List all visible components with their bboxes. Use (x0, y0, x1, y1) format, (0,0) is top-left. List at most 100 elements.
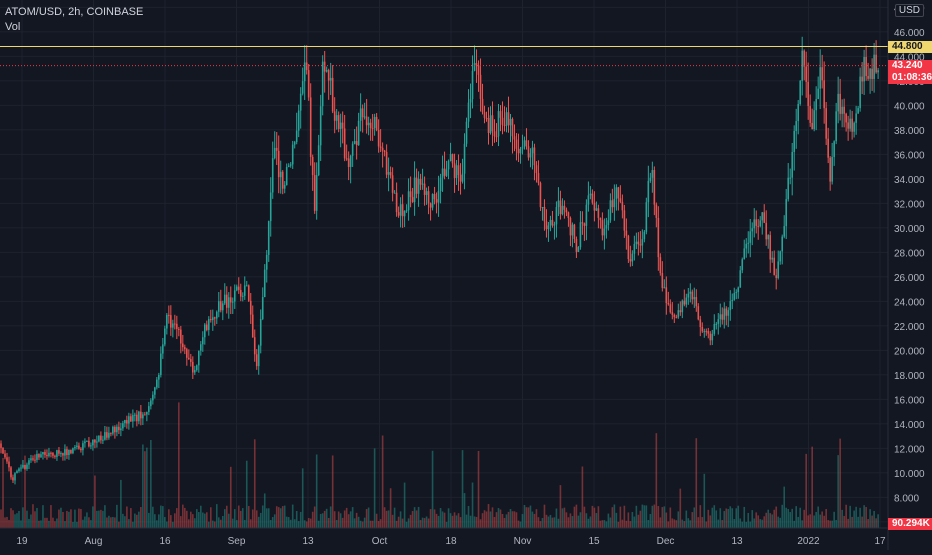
volume-bar (839, 438, 841, 528)
candle-body (683, 300, 686, 305)
volume-bar (779, 517, 782, 528)
volume-bar (219, 519, 222, 528)
volume-bar (349, 511, 352, 528)
candle-body (433, 193, 436, 200)
volume-bar (543, 504, 546, 528)
candle-body (182, 343, 184, 348)
candle-body (685, 297, 688, 305)
candle-body (569, 218, 572, 236)
volume-bar (715, 510, 718, 528)
volume-bar (539, 521, 542, 528)
candle-body (140, 411, 142, 419)
volume-bar (489, 511, 492, 528)
volume-bar (299, 511, 302, 528)
volume-bar (577, 515, 580, 528)
volume-bar (221, 516, 224, 528)
candle-body (563, 205, 566, 210)
volume-bar (723, 511, 726, 528)
volume-bar (12, 510, 14, 528)
candle-body (311, 156, 314, 176)
candle-body (223, 294, 226, 304)
volume-bar (465, 514, 468, 528)
volume-bar (865, 507, 867, 528)
candle-body (423, 183, 426, 195)
candle-body (387, 172, 390, 175)
candle-body (56, 450, 58, 457)
candle-body (64, 449, 66, 456)
candle-body (491, 115, 494, 132)
candle-body (849, 118, 851, 129)
candle-body (521, 146, 524, 149)
volume-bar (196, 509, 198, 528)
volume-bar (229, 466, 232, 528)
candle-body (555, 207, 558, 225)
candle-body (551, 219, 554, 226)
volume-bar (467, 505, 470, 528)
volume-bar (603, 520, 606, 528)
volume-bar (379, 519, 382, 528)
volume-bar (641, 504, 644, 528)
volume-bar (721, 519, 724, 528)
candle-body (176, 323, 178, 329)
candle-body (180, 329, 182, 344)
volume-bar (265, 508, 268, 528)
volume-bar (148, 512, 150, 528)
currency-badge[interactable]: USD (894, 4, 924, 17)
candle-body (517, 148, 520, 154)
candle-body (479, 74, 482, 99)
candle-body (547, 225, 550, 230)
volume-bar (32, 504, 34, 528)
x-tick-label: Aug (85, 536, 103, 547)
candle-body (26, 464, 28, 469)
volume-bar (257, 516, 260, 528)
candle-body (763, 212, 766, 223)
candle-body (148, 406, 150, 412)
volume-indicator-label[interactable]: Vol (5, 21, 21, 33)
volume-bar (525, 507, 528, 528)
candle-body (411, 197, 414, 203)
candle-body (677, 310, 680, 318)
volume-bar (737, 505, 740, 528)
volume-bar (365, 509, 368, 528)
candle-body (611, 200, 614, 208)
candle-body (559, 200, 562, 215)
candle-body (106, 432, 108, 438)
volume-bar (98, 510, 100, 528)
volume-bar (579, 512, 582, 528)
candle-body (319, 106, 322, 146)
volume-bar (799, 507, 801, 528)
candle-body (617, 187, 620, 199)
volume-bar (527, 507, 530, 528)
candle-body (78, 445, 80, 449)
y-tick-label: 20.000 (894, 346, 925, 357)
volume-bar (639, 510, 642, 528)
candle-body (325, 70, 328, 72)
volume-bar (829, 520, 831, 528)
volume-bar (227, 513, 230, 528)
volume-bar (190, 511, 192, 528)
volume-bar (629, 521, 632, 528)
volume-bar (319, 513, 322, 528)
candle-body (227, 297, 230, 308)
volume-bar (403, 482, 406, 528)
volume-bar (6, 516, 8, 528)
candle-body (651, 169, 654, 178)
volume-bar (767, 509, 770, 528)
volume-bar (42, 505, 44, 528)
candle-body (160, 353, 162, 375)
volume-bar (160, 505, 162, 528)
volume-bar (673, 519, 676, 528)
candle-body (747, 242, 750, 244)
candle-body (509, 118, 512, 126)
volume-bar (94, 475, 96, 528)
symbol-title[interactable]: ATOM/USD, 2h, COINBASE (5, 6, 144, 18)
candle-body (533, 147, 536, 166)
volume-bar (90, 520, 92, 528)
volume-bar (611, 507, 614, 528)
candle-body (507, 112, 510, 126)
candle-body (455, 165, 458, 179)
volume-bar (659, 517, 662, 528)
volume-bar (134, 513, 136, 528)
